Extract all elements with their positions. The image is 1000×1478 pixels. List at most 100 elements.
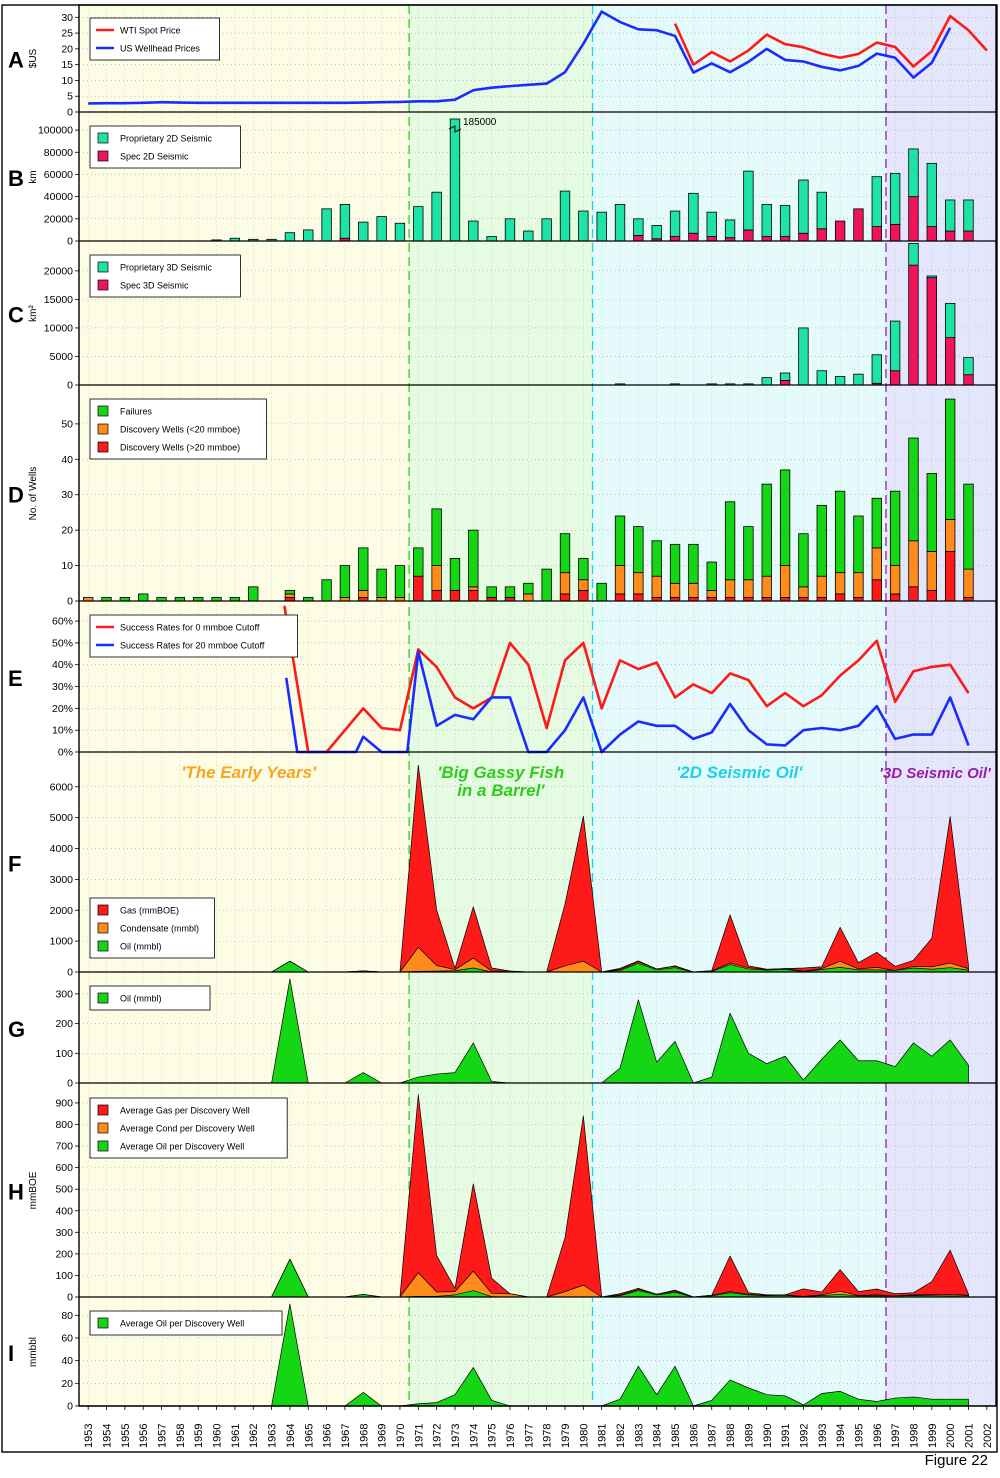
x-tick-label: 1971 [413, 1424, 425, 1448]
bar-1977 [523, 230, 534, 242]
bar-1986 [688, 192, 699, 234]
series-line [283, 605, 970, 754]
x-tick-label: 1959 [193, 1424, 205, 1448]
bar-1970 [394, 565, 406, 598]
panel-c: 0 5000 10000 15000 20000 C km² Proprietary 3D S… [8, 243, 996, 392]
x-tick-label: 1970 [395, 1424, 407, 1448]
bar-1994 [834, 572, 846, 595]
bar-2001 [963, 568, 974, 598]
bar-1966 [321, 579, 332, 602]
bar-1984 [651, 225, 662, 240]
bar-1990 [761, 483, 772, 577]
bar-2000 [944, 337, 956, 386]
bar-1981 [596, 582, 607, 602]
bar-2001 [963, 230, 974, 242]
bar-1990 [761, 575, 772, 598]
bar-1974 [468, 220, 479, 242]
bar-1998 [908, 586, 919, 602]
legend-swatch [97, 1140, 109, 1152]
bar-1989 [743, 170, 754, 231]
panel-letter: A [8, 48, 24, 73]
bar-1992 [798, 232, 809, 242]
panel-letter: C [8, 303, 24, 328]
x-tick-label: 1963 [267, 1424, 279, 1448]
bar-1975 [486, 236, 497, 242]
legend-swatch [97, 279, 109, 291]
x-tick-label: 1969 [377, 1424, 389, 1448]
legend-label: Average Oil per Discovery Well [120, 1319, 244, 1329]
era-title: 'Big Gassy Fish [437, 763, 564, 782]
y-tick-label: 0% [58, 747, 73, 759]
bar-1987 [706, 561, 717, 591]
era-title: 'The Early Years' [181, 763, 317, 782]
x-tick-label: 2001 [963, 1424, 975, 1448]
bar-1998 [908, 243, 919, 266]
bar-1983 [633, 218, 644, 236]
panel-letter: F [8, 852, 21, 877]
legend-box [89, 1097, 288, 1159]
x-tick-label: 1984 [652, 1424, 664, 1448]
y-tick-label: 4000 [50, 843, 74, 855]
bar-1987 [706, 236, 717, 242]
legend-label: Oil (mmbl) [120, 994, 162, 1004]
bar-1998 [908, 196, 919, 242]
y-tick-label: 5000 [50, 812, 74, 824]
bar-1999 [926, 275, 937, 279]
legend-swatch [97, 405, 109, 417]
bar-1974 [468, 586, 479, 591]
bar-1996 [871, 226, 882, 242]
legend-swatch [97, 904, 109, 916]
bar-1983 [633, 572, 644, 595]
bar-1979 [559, 190, 571, 242]
panel-a: 0 5 10 15 20 25 30 A $US WTI Spot Price US Wellhea… [8, 10, 996, 119]
x-tick-label: 1989 [743, 1424, 755, 1448]
bar-1999 [926, 473, 937, 552]
x-tick-label: 1972 [432, 1424, 444, 1448]
legend-label: Success Rates for 20 mmboe Cutoff [120, 641, 265, 651]
x-tick-label: 1986 [688, 1424, 700, 1448]
y-tick-label: 60000 [44, 169, 73, 181]
x-tick-label: 1961 [230, 1424, 242, 1448]
bar-1993 [816, 228, 827, 242]
y-tick-label: 3000 [50, 874, 74, 886]
legend-swatch [97, 1104, 109, 1116]
y-tick-label: 40 [61, 454, 73, 466]
y-tick-label: 0 [67, 1401, 73, 1413]
bar-2000 [944, 551, 956, 602]
bar-1982 [614, 515, 626, 566]
x-tick-label: 1956 [138, 1424, 150, 1448]
legend-label: Gas (mmBOE) [120, 906, 179, 916]
legend-label: Proprietary 2D Seismic [120, 134, 213, 144]
bar-2000 [944, 302, 956, 339]
legend-swatch [97, 1122, 109, 1134]
panel-h: 0 100 200 300 400 500 600 700 800 900 H mmBOE Averag… [8, 1094, 996, 1304]
bar-1996 [871, 547, 882, 581]
legend-swatch [97, 922, 109, 934]
y-tick-label: 100 [55, 1048, 73, 1060]
bar-1990 [761, 236, 772, 242]
bar-1995 [853, 208, 864, 242]
legend-label: Failures [120, 407, 153, 417]
legend-box [89, 985, 211, 1011]
x-tick-label: 1978 [542, 1424, 554, 1448]
legend-label: Average Cond per Discovery Well [120, 1124, 255, 1134]
x-tick-label: 1997 [890, 1424, 902, 1448]
legend-swatch [97, 441, 109, 453]
y-tick-label: 1000 [50, 936, 74, 948]
bar-2000 [944, 398, 956, 520]
bar-1990 [761, 377, 772, 386]
bar-1980 [578, 210, 589, 242]
y-tick-label: 60 [61, 1333, 73, 1345]
bar-1986 [688, 232, 699, 242]
bar-1973 [449, 118, 461, 242]
x-tick-label: 1954 [102, 1424, 114, 1448]
y-tick-label: 900 [55, 1097, 73, 1109]
legend-box [89, 17, 221, 61]
bar-1978 [541, 218, 552, 242]
bar-1994 [834, 220, 846, 242]
bar-1991 [779, 372, 791, 381]
bar-1974 [468, 529, 479, 588]
legend-label: Average Oil per Discovery Well [120, 1142, 244, 1152]
bar-1993 [816, 370, 827, 386]
y-tick-label: 0 [67, 1078, 73, 1090]
